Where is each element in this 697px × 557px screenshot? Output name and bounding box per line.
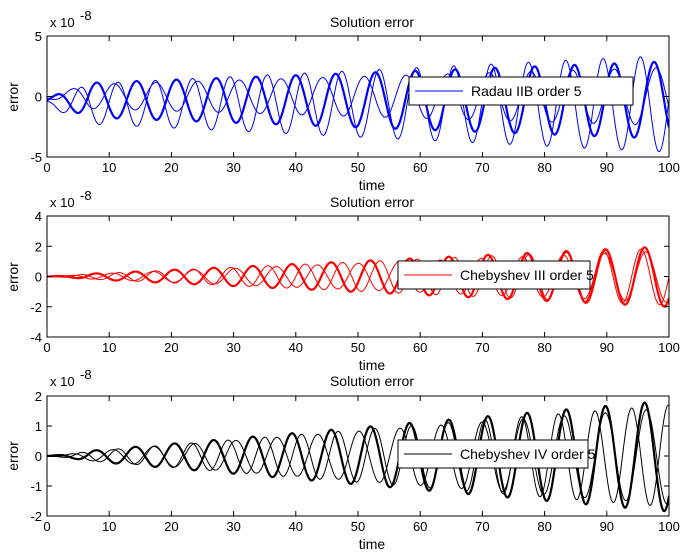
exponent-base: x 10 [50,195,75,210]
y-tick-label: 5 [35,29,42,44]
panel-chebyshev-iv: Solution error x 10 -8 0 10 20 30 40 50 60 70 80… [5,367,680,552]
y-tick-label: -2 [30,509,42,524]
y-axis-label: error [5,82,21,112]
y-tick-label: 0 [35,270,42,285]
exponent-power: -8 [80,188,92,203]
exponent-power: -8 [80,367,92,382]
x-tick-label: 90 [600,340,614,355]
panel-radau: Solution error x 10 -8 0 10 20 30 40 50 60 70 80… [5,8,680,193]
legend: Chebyshev III order 5 [397,260,594,290]
x-tick-label: 50 [351,340,365,355]
y-tick-label: -2 [30,300,42,315]
exponent-base: x 10 [50,374,75,389]
y-tick-label: 4 [35,209,42,224]
x-tick-label: 70 [475,160,489,175]
legend: Radau IIB order 5 [408,76,634,106]
series-line-3 [47,251,669,303]
series-line-3 [47,409,669,505]
x-tick-label: 20 [164,160,178,175]
exponent-base: x 10 [50,15,75,30]
panel-title: Solution error [330,14,414,30]
x-tick-label: 70 [475,519,489,534]
x-axis-label: time [359,536,386,552]
panel-chebyshev-iii: Solution error x 10 -8 0 10 20 30 40 50 60 70 80… [5,188,680,373]
x-tick-label: 50 [351,519,365,534]
x-tick-label: 90 [600,160,614,175]
legend-label: Radau IIB order 5 [471,83,582,99]
x-tick-label: 100 [658,160,680,175]
x-tick-label: 90 [600,519,614,534]
panel-title: Solution error [330,194,414,210]
x-tick-label: 30 [226,519,240,534]
y-tick-label: 0 [35,449,42,464]
y-axis-label: error [5,441,21,471]
x-tick-label: 40 [289,160,303,175]
y-tick-label: -4 [30,330,42,345]
y-tick-label: 2 [35,389,42,404]
x-tick-label: 30 [226,340,240,355]
x-tick-label: 80 [537,340,551,355]
x-tick-label: 20 [164,519,178,534]
y-tick-label: 1 [35,419,42,434]
x-tick-label: 10 [102,340,116,355]
series-line-2 [47,248,669,306]
x-tick-label: 80 [537,519,551,534]
y-tick-label: -1 [30,479,42,494]
legend-label: Chebyshev III order 5 [460,267,594,283]
x-tick-label: 40 [289,519,303,534]
x-axis-label: time [359,177,386,193]
x-tick-label: 70 [475,340,489,355]
y-tick-label: 2 [35,239,42,254]
x-tick-label: 100 [658,519,680,534]
x-tick-label: 40 [289,340,303,355]
legend: Chebyshev IV order 5 [397,439,596,469]
x-tick-label: 0 [43,519,50,534]
x-tick-label: 50 [351,160,365,175]
x-axis-label: time [359,357,386,373]
axes: 0 10 20 30 40 50 60 70 80 90 100 -4 -2 0 2 4 [30,209,679,355]
series-line-1 [47,246,669,308]
exponent-power: -8 [80,8,92,23]
legend-label: Chebyshev IV order 5 [460,446,596,462]
panel-title: Solution error [330,373,414,389]
x-tick-label: 30 [226,160,240,175]
series-group [47,246,669,308]
x-tick-label: 60 [413,160,427,175]
axes: 0 10 20 30 40 50 60 70 80 90 100 -2 -1 0 1 2 [30,389,679,534]
x-tick-label: 60 [413,340,427,355]
x-tick-label: 0 [43,340,50,355]
x-tick-label: 10 [102,160,116,175]
x-tick-label: 60 [413,519,427,534]
series-line-1 [47,401,669,513]
x-tick-label: 100 [658,340,680,355]
x-tick-label: 10 [102,519,116,534]
x-tick-label: 0 [43,160,50,175]
y-tick-label: 0 [35,90,42,105]
x-tick-label: 20 [164,340,178,355]
x-tick-label: 80 [537,160,551,175]
y-axis-label: error [5,262,21,292]
y-tick-label: -5 [30,150,42,165]
